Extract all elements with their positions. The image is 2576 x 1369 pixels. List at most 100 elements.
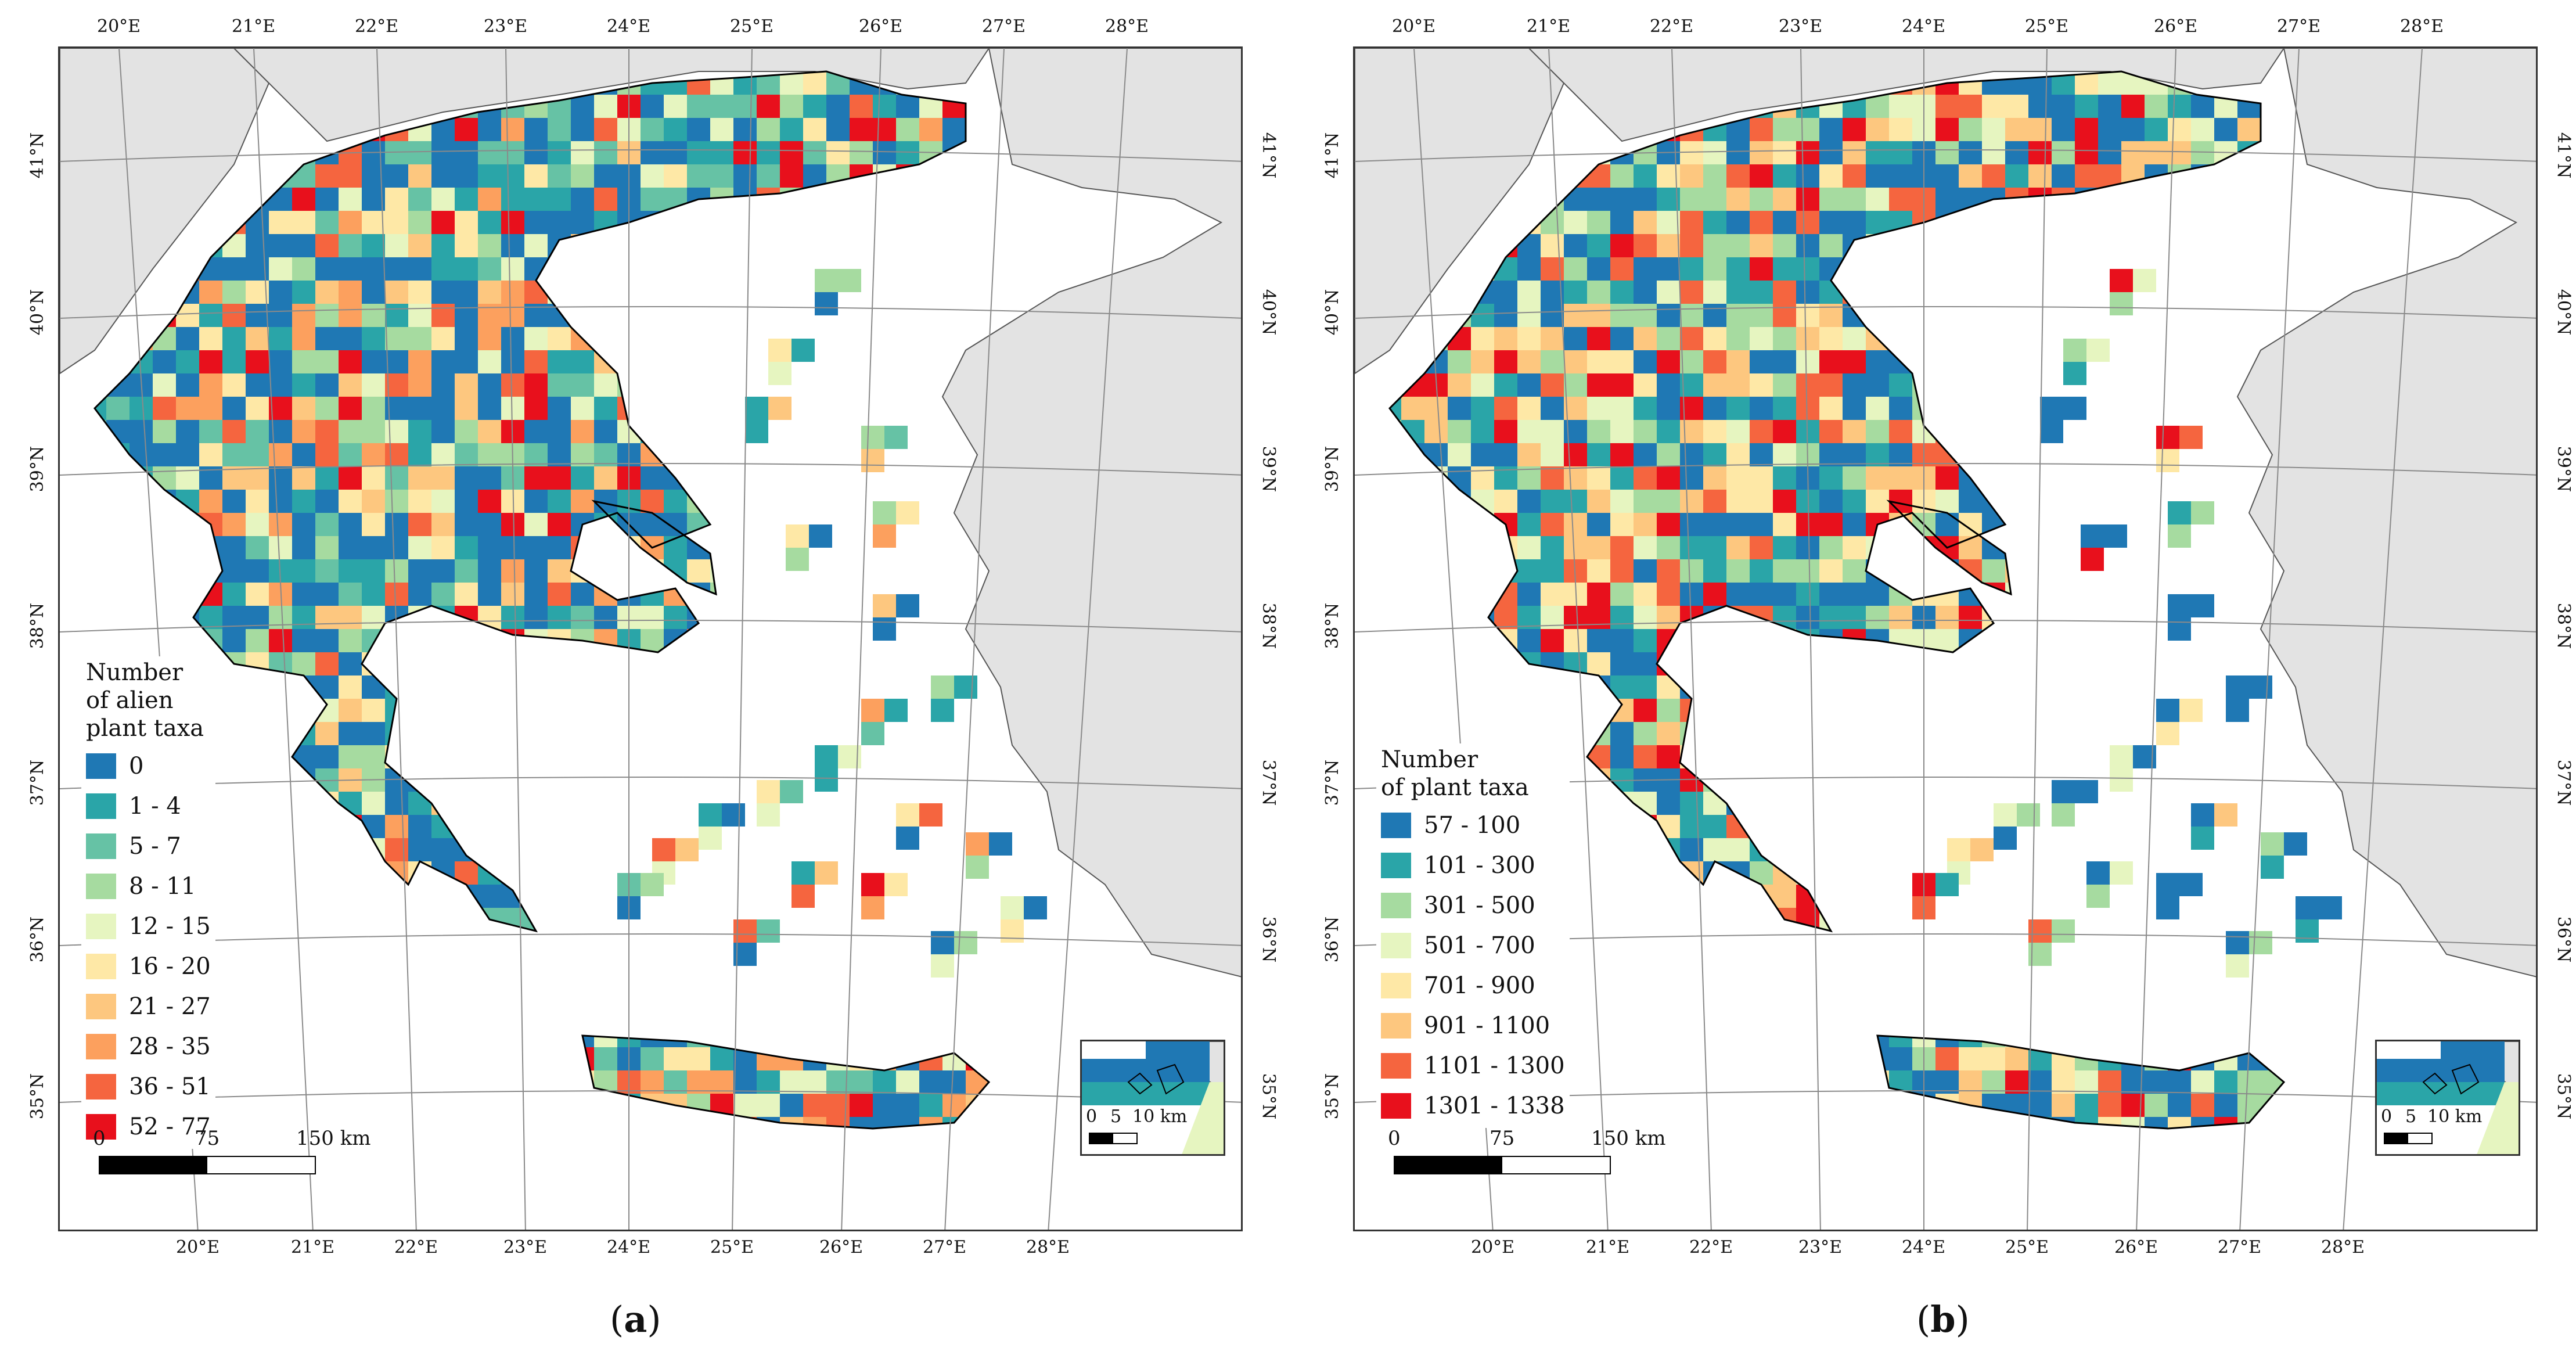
legend-swatch [86,873,116,899]
legend-swatch [86,1113,116,1140]
lon-label-bottom: 20°E [1471,1237,1515,1257]
lat-label-right: 36°N [1258,916,1279,963]
caption-b: (b) [1916,1298,1970,1341]
lat-label-right: 36°N [2553,916,2574,963]
legend-swatch [1381,812,1411,838]
scalebar-black [1394,1156,1503,1174]
lon-label-top: 21°E [232,16,276,37]
legend-label: 701 - 900 [1424,972,1535,999]
legend-item: 1 - 4 [86,786,211,826]
lat-label-left: 40°N [27,289,48,336]
legend-swatch [1381,932,1411,958]
legend-item: 701 - 900 [1381,965,1565,1005]
lat-label-left: 35°N [1322,1073,1343,1120]
lon-label-top: 28°E [2400,16,2444,37]
legend-label: 301 - 500 [1424,892,1535,919]
inset-scalebar-black [1089,1133,1114,1144]
scalebar-label-150: 150 km [296,1127,371,1150]
lat-label-right: 35°N [2553,1073,2574,1120]
lat-label-left: 38°N [1322,602,1343,649]
legend-item: 5 - 7 [86,826,211,866]
map-panel-a [58,46,1243,1231]
lat-label-left: 35°N [27,1073,48,1120]
legend-label: 1101 - 1300 [1424,1052,1565,1079]
legend-title: Number of plant taxa [1381,746,1529,801]
legend-label: 101 - 300 [1424,851,1535,879]
legend-label: 901 - 1100 [1424,1012,1550,1039]
coastline [93,70,991,1130]
lon-label-bottom: 20°E [176,1237,220,1257]
lat-label-left: 36°N [27,916,48,963]
scalebar-label-150: 150 km [1591,1127,1666,1150]
lon-label-top: 25°E [730,16,774,37]
scalebar-label-75: 75 [195,1127,220,1150]
lat-label-right: 38°N [1258,602,1279,649]
inset-scalebar-white [2407,1133,2433,1144]
lon-label-top: 22°E [355,16,399,37]
legend-item: 57 - 100 [1381,805,1565,845]
scalebar-white [206,1156,316,1174]
legend-item: 501 - 700 [1381,925,1565,965]
lon-label-bottom: 25°E [710,1237,754,1257]
lat-label-left: 39°N [27,445,48,493]
legend-item: 0 [86,746,211,786]
lon-label-top: 27°E [2277,16,2321,37]
legend-label: 501 - 700 [1424,932,1535,959]
lon-label-bottom: 26°E [819,1237,864,1257]
scalebar-label-0: 0 [1388,1127,1401,1150]
legend-item: 28 - 35 [86,1026,211,1066]
legend-swatch [86,833,116,859]
lon-label-top: 27°E [982,16,1026,37]
lon-label-bottom: 27°E [923,1237,967,1257]
legend-item: 8 - 11 [86,866,211,906]
legend-item: 101 - 300 [1381,845,1565,885]
legend-label: 0 [129,752,144,779]
legend-swatch [86,753,116,779]
lon-label-bottom: 25°E [2005,1237,2049,1257]
legend-label: 52 - 77 [129,1113,211,1140]
lon-label-bottom: 28°E [2321,1237,2365,1257]
inset-scale-label-10: 10 km [1132,1106,1188,1127]
lat-label-right: 37°N [1258,759,1279,806]
inset-scalebar-white [1112,1133,1138,1144]
lon-label-bottom: 21°E [1586,1237,1630,1257]
caption-a: (a) [610,1298,661,1341]
inset-scale-label-0: 0 [1086,1106,1098,1127]
lon-label-bottom: 24°E [607,1237,651,1257]
legend-swatch [1381,1052,1411,1079]
lat-label-left: 37°N [1322,759,1343,806]
legend-swatch [86,793,116,819]
lon-label-bottom: 27°E [2218,1237,2262,1257]
lat-label-left: 37°N [27,759,48,806]
legend-label: 21 - 27 [129,993,211,1020]
legend-swatch [1381,1093,1411,1119]
legend-label: 16 - 20 [129,953,211,980]
lat-label-right: 37°N [2553,759,2574,806]
lon-label-top: 28°E [1105,16,1149,37]
legend-item: 1301 - 1338 [1381,1086,1565,1126]
lon-label-top: 24°E [607,16,651,37]
inset-scale-label-5: 5 [1110,1106,1122,1127]
lat-label-left: 39°N [1322,445,1343,493]
lon-label-bottom: 23°E [1798,1237,1843,1257]
lat-label-right: 41°N [1258,132,1279,179]
legend-swatch [1381,852,1411,878]
lat-label-right: 40°N [1258,289,1279,336]
lon-label-bottom: 28°E [1026,1237,1070,1257]
legend-swatch [86,953,116,979]
lon-label-top: 20°E [1392,16,1436,37]
lon-label-bottom: 26°E [2114,1237,2158,1257]
lat-label-left: 36°N [1322,916,1343,963]
lon-label-top: 20°E [97,16,141,37]
lon-label-top: 24°E [1902,16,1946,37]
lat-label-right: 39°N [1258,445,1279,493]
lon-label-bottom: 21°E [291,1237,335,1257]
lon-label-top: 23°E [484,16,528,37]
lon-label-top: 26°E [2154,16,2198,37]
island-cells [1912,269,2342,978]
lon-label-top: 21°E [1527,16,1571,37]
legend-item: 12 - 15 [86,906,211,946]
legend-label: 28 - 35 [129,1033,211,1060]
lat-label-left: 38°N [27,602,48,649]
legend-label: 12 - 15 [129,912,211,940]
